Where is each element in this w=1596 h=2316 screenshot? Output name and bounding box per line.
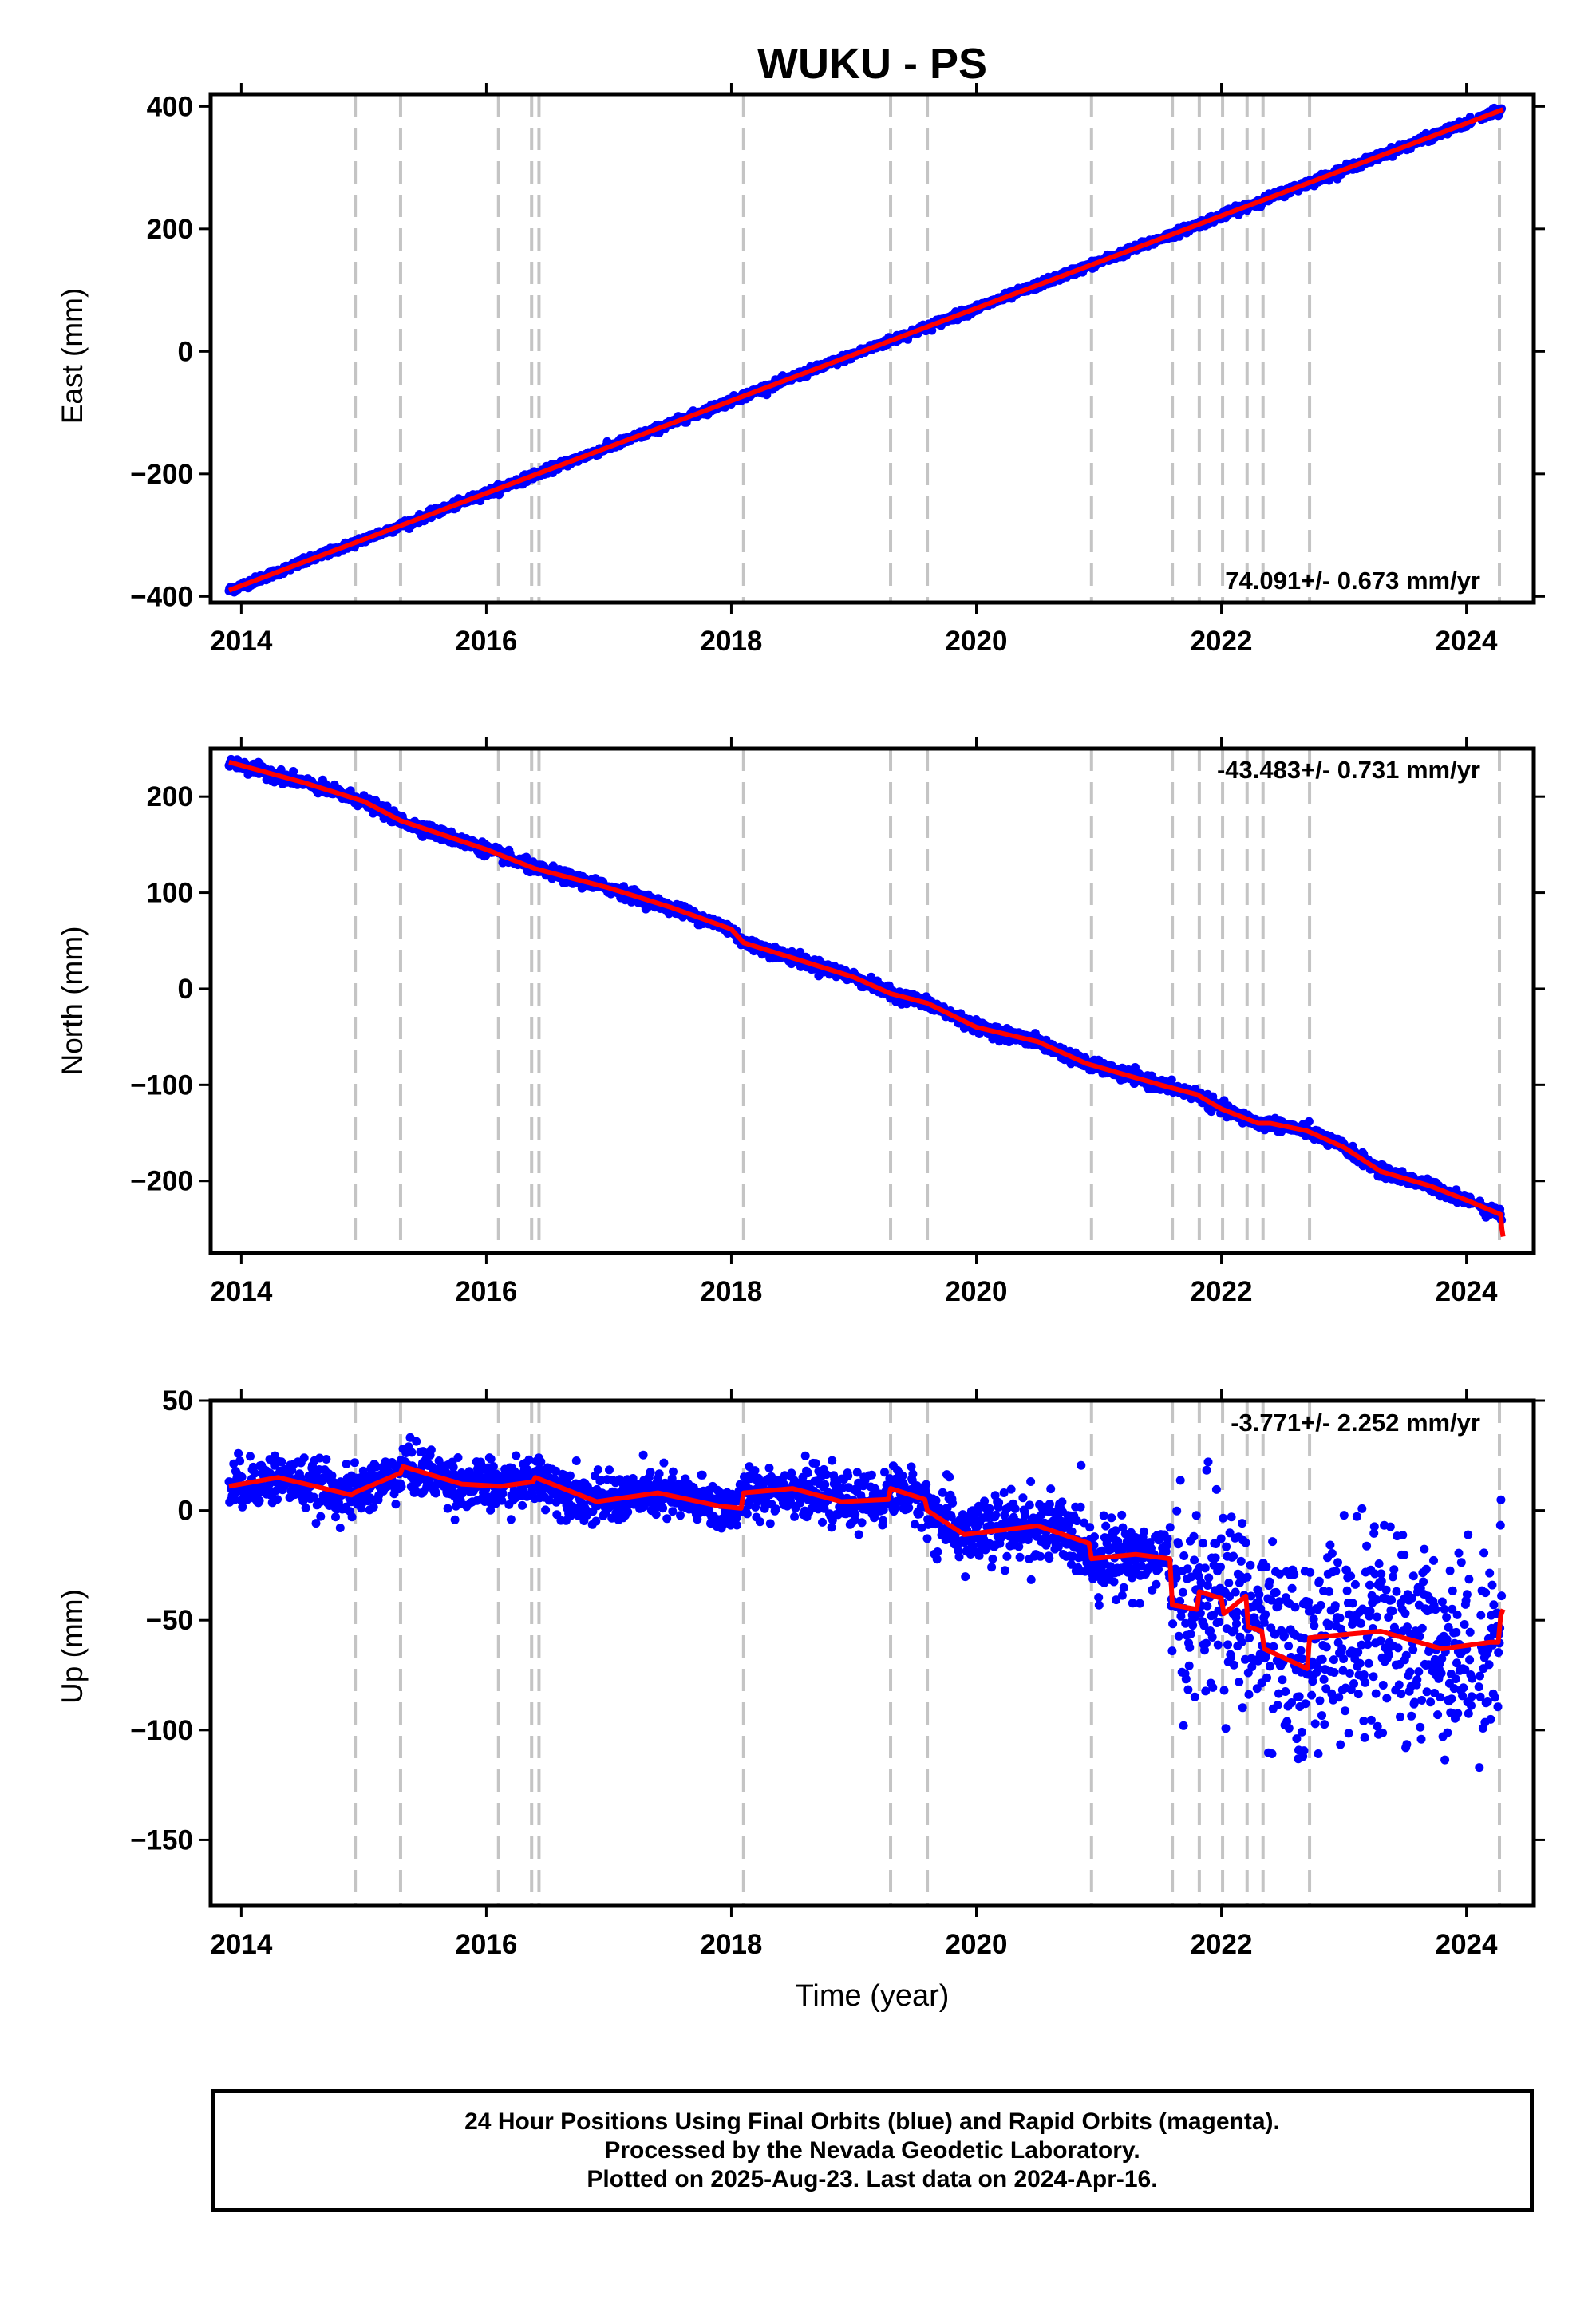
east-panel: −400 −200 0 200 400 2014 2016 2018 2020 2022 2024 E…	[56, 83, 1545, 657]
east-y-axis-label: East (mm)	[56, 288, 89, 425]
east-x-tick-label: 2018	[701, 626, 763, 657]
east-x-tick-label: 2014	[210, 626, 272, 657]
east-x-tick-label: 2020	[946, 626, 1008, 657]
east-x-tick-label: 2022	[1191, 626, 1253, 657]
east-x-tick-label: 2016	[455, 626, 517, 657]
east-rate-label: 74.091+/- 0.673 mm/yr	[1225, 567, 1480, 595]
chart-title: WUKU - PS	[757, 40, 987, 88]
east-y-tick-label: 400	[147, 91, 193, 122]
east-x-tick-label: 2024	[1436, 626, 1498, 657]
north-data-point	[1304, 1117, 1314, 1126]
east-y-tick-label: 0	[178, 336, 193, 367]
east-y-tick-label: −200	[130, 459, 193, 490]
east-plot-frame	[208, 92, 1536, 605]
east-y-tick-label: −400	[130, 581, 193, 612]
east-y-tick-label: 200	[147, 214, 193, 245]
east-model-line	[227, 107, 1504, 593]
